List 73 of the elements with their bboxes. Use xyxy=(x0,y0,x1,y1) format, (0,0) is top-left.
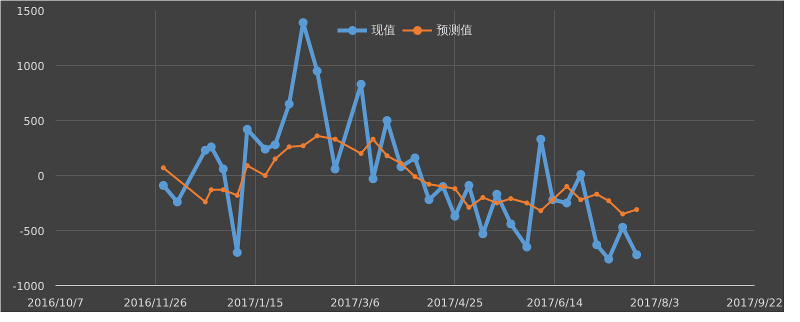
point xyxy=(632,250,642,260)
y-tick-label: 1000 xyxy=(16,60,45,73)
point xyxy=(272,156,278,162)
x-tick-label: 2017/1/15 xyxy=(227,296,284,310)
point xyxy=(298,18,308,28)
point xyxy=(208,187,214,192)
y-tick-label: -1000 xyxy=(12,280,45,293)
point xyxy=(578,197,584,202)
point xyxy=(358,151,364,156)
point xyxy=(242,124,252,134)
point xyxy=(284,100,294,108)
point xyxy=(232,248,242,257)
point xyxy=(202,199,208,204)
point xyxy=(330,164,340,174)
point xyxy=(314,133,320,138)
point xyxy=(368,174,378,184)
y-tick-label: -500 xyxy=(20,225,45,238)
point xyxy=(506,219,516,228)
point xyxy=(160,165,166,170)
point xyxy=(332,136,338,142)
point xyxy=(426,182,432,187)
point xyxy=(564,184,570,189)
point xyxy=(494,200,500,206)
point xyxy=(594,192,600,197)
point xyxy=(592,240,602,250)
x-tick-label: 2017/3/6 xyxy=(330,296,380,310)
point xyxy=(244,163,250,168)
x-tick-label: 2016/10/7 xyxy=(27,296,84,310)
point xyxy=(634,207,640,212)
point xyxy=(576,170,586,179)
y-tick-label: 500 xyxy=(24,115,45,128)
point xyxy=(452,186,458,192)
point xyxy=(538,208,544,214)
point xyxy=(218,164,228,174)
point xyxy=(562,198,572,208)
point xyxy=(464,180,474,190)
legend-label: 预测值 xyxy=(436,22,472,38)
x-tick-label: 2017/6/14 xyxy=(526,296,583,310)
point xyxy=(262,173,268,178)
point xyxy=(524,200,530,206)
point xyxy=(300,143,306,148)
point xyxy=(508,196,514,202)
point xyxy=(398,160,404,166)
legend-label: 现值 xyxy=(372,22,396,38)
point xyxy=(220,187,226,192)
point xyxy=(206,142,216,152)
point xyxy=(312,66,322,76)
y-tick-label: 0 xyxy=(38,170,44,183)
point xyxy=(412,174,418,180)
point xyxy=(604,254,614,264)
point xyxy=(424,195,434,204)
point xyxy=(384,153,390,158)
point xyxy=(234,192,240,198)
point xyxy=(620,212,626,216)
point xyxy=(158,180,168,190)
x-tick-label: 2017/8/3 xyxy=(630,296,680,310)
x-tick-label: 2017/9/22 xyxy=(726,296,783,310)
point xyxy=(356,80,366,89)
point xyxy=(480,195,486,200)
point xyxy=(466,204,472,210)
point xyxy=(370,136,376,142)
y-tick-label: 1500 xyxy=(16,5,45,18)
x-tick-label: 2017/4/25 xyxy=(426,296,484,310)
point xyxy=(536,134,546,144)
point xyxy=(606,198,612,204)
point xyxy=(286,144,292,150)
point xyxy=(522,242,532,252)
point xyxy=(260,144,270,154)
x-tick-label: 2016/11/26 xyxy=(124,296,188,310)
point xyxy=(270,140,280,150)
point xyxy=(172,197,182,206)
point xyxy=(382,116,392,125)
point xyxy=(410,153,420,162)
